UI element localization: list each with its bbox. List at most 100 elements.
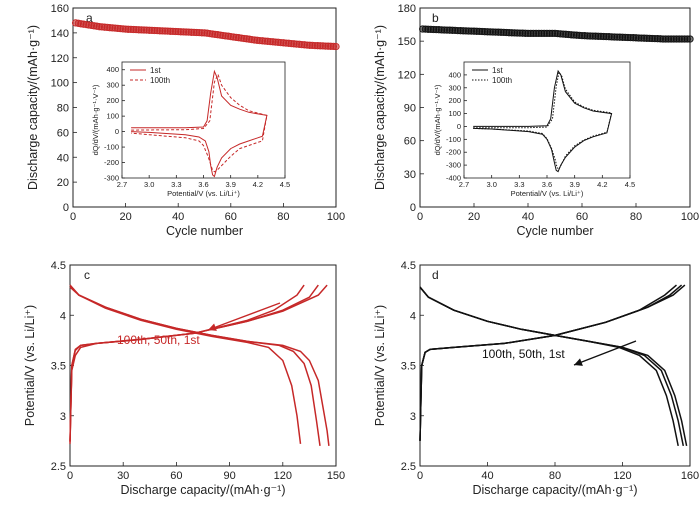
x-tick-label: 160 <box>681 470 699 482</box>
inset-plot: 2.7 3.0 3.3 3.6 3.9 4.2 4.5 -300 -200 -100 0 100 200… <box>91 61 290 198</box>
x-tick-label: 40 <box>172 211 184 223</box>
y-tick-label: 180 <box>398 3 416 15</box>
x-tick-label: 4.2 <box>597 180 607 189</box>
x-tick-label: 4.2 <box>253 180 263 189</box>
discharge-curve-100th <box>69 284 302 444</box>
inset-frame <box>121 61 286 179</box>
arrow-line <box>573 340 637 366</box>
x-axis-label: Discharge capacity/(mAh·g⁻¹) <box>121 483 286 497</box>
x-tick-label: 3.6 <box>198 180 208 189</box>
inset-frame <box>463 61 631 179</box>
x-axis-label: Cycle number <box>166 224 243 238</box>
x-tick-label: 120 <box>613 470 631 482</box>
y-tick-label: 0 <box>115 127 119 136</box>
panel-d: 0 40 80 120 160 2.5 3 3.5 4 4.5 Discharge capacity… <box>373 260 699 497</box>
x-tick-label: 20 <box>119 211 131 223</box>
x-tick-label: 3.9 <box>225 180 235 189</box>
inset-x-axis-label: Potential/V (vs. Li/Li⁺) <box>511 189 584 198</box>
inset-series-100th <box>131 73 268 173</box>
y-tick-label: 300 <box>106 81 119 90</box>
inset-y-axis-label: dQ/dV/(mAh·g⁻¹·V⁻¹) <box>91 84 100 155</box>
y-tick-label: 20 <box>57 177 69 189</box>
y-tick-label: 300 <box>448 83 461 92</box>
x-tick-label: 3.3 <box>171 180 181 189</box>
y-axis-label: Potential/V (vs. Li/Li⁺) <box>23 305 37 426</box>
cycle-annotation: 100th, 50th, 1st <box>482 347 565 361</box>
charge-curve-100th <box>69 284 305 441</box>
y-tick-label: 80 <box>57 103 69 115</box>
y-tick-label: 120 <box>398 69 416 81</box>
panel-c: 0 30 60 90 120 150 2.5 3 3.5 4 4.5 Discharge capaci… <box>23 260 345 497</box>
y-axis-label: Potential/V (vs. Li/Li⁺) <box>373 305 387 426</box>
y-tick-label: 2.5 <box>401 461 416 473</box>
panel-letter: c <box>84 268 90 282</box>
data-point <box>686 35 694 43</box>
x-axis-label: Cycle number <box>516 224 593 238</box>
x-tick-label: 3.0 <box>486 180 496 189</box>
x-tick-label: 40 <box>522 211 534 223</box>
charge-curve-100th <box>419 284 677 441</box>
y-tick-label: -300 <box>446 161 461 170</box>
y-tick-label: 4.5 <box>401 260 416 272</box>
discharge-curve-50th <box>69 284 321 447</box>
y-tick-label: 400 <box>448 70 461 79</box>
panel-b: 0 20 40 60 80 100 0 30 60 90 120 150 180 Cycle number… <box>373 3 699 238</box>
panel-a: 0 20 40 60 80 100 0 20 40 60 80 100 120 140 160 Cycle n… <box>26 3 345 238</box>
panel-letter: a <box>86 11 93 25</box>
y-tick-label: 0 <box>63 202 69 214</box>
y-tick-label: 60 <box>404 136 416 148</box>
y-tick-label: 40 <box>57 152 69 164</box>
y-tick-label: 400 <box>106 65 119 74</box>
y-tick-label: -300 <box>104 174 119 183</box>
x-tick-label: 120 <box>274 470 292 482</box>
y-tick-label: 3.5 <box>401 361 416 373</box>
inset-series-1st <box>131 69 268 178</box>
discharge-curve-1st <box>69 286 330 446</box>
x-tick-label: 60 <box>170 470 182 482</box>
y-tick-label: 200 <box>106 96 119 105</box>
x-tick-label: 20 <box>468 211 480 223</box>
y-tick-label: -200 <box>104 158 119 167</box>
y-tick-label: 200 <box>448 96 461 105</box>
x-tick-label: 80 <box>549 470 561 482</box>
y-tick-label: 0 <box>457 122 461 131</box>
x-tick-label: 30 <box>117 470 129 482</box>
x-tick-label: 0 <box>417 211 423 223</box>
y-tick-label: -100 <box>446 135 461 144</box>
y-axis-label: Discharge capacity/(mAh·g⁻¹) <box>373 25 387 190</box>
y-tick-label: 150 <box>398 36 416 48</box>
panel-letter: b <box>432 11 439 25</box>
x-tick-label: 3.0 <box>144 180 154 189</box>
x-tick-label: 2.7 <box>117 180 127 189</box>
y-tick-label: 100 <box>448 109 461 118</box>
legend-label: 100th <box>492 76 512 85</box>
x-tick-label: 80 <box>630 211 642 223</box>
y-tick-label: -100 <box>104 143 119 152</box>
y-tick-label: 4 <box>60 310 66 322</box>
data-point <box>332 42 340 51</box>
x-tick-label: 4.5 <box>280 180 290 189</box>
y-tick-label: 0 <box>410 202 416 214</box>
y-axis-label: Discharge capacity/(mAh·g⁻¹) <box>26 25 40 190</box>
panel-letter: d <box>432 268 439 282</box>
x-tick-label: 0 <box>70 211 76 223</box>
y-tick-label: 140 <box>51 28 69 40</box>
x-axis-label: Discharge capacity/(mAh·g⁻¹) <box>473 483 638 497</box>
x-tick-label: 60 <box>225 211 237 223</box>
legend-label: 1st <box>150 66 161 75</box>
x-tick-label: 0 <box>67 470 73 482</box>
y-tick-label: 90 <box>404 103 416 115</box>
y-tick-label: 3.5 <box>51 361 66 373</box>
discharge-curve-50th <box>419 286 685 447</box>
cycle-annotation: 100th, 50th, 1st <box>117 333 200 347</box>
y-tick-label: 3 <box>60 411 66 423</box>
inset-series-100th <box>473 71 613 170</box>
inset-x-axis-label: Potential/V (vs. Li/Li⁺) <box>167 189 240 198</box>
x-tick-label: 100 <box>681 211 699 223</box>
legend-label: 100th <box>150 76 170 85</box>
y-tick-label: -400 <box>446 174 461 183</box>
x-tick-label: 4.5 <box>625 180 635 189</box>
x-tick-label: 3.9 <box>569 180 579 189</box>
inset-y-axis-label: dQ/dV/(mAh·g⁻¹·V⁻¹) <box>433 84 442 155</box>
